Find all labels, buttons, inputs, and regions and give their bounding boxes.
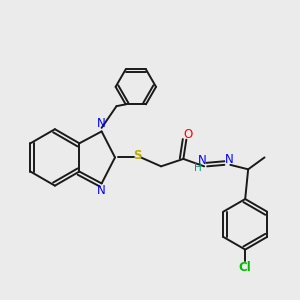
Text: N: N (97, 118, 106, 130)
Text: Cl: Cl (239, 261, 252, 274)
Text: N: N (97, 184, 106, 197)
Text: H: H (194, 163, 202, 173)
Text: N: N (224, 153, 233, 166)
Text: O: O (183, 128, 193, 141)
Text: N: N (198, 154, 207, 167)
Text: S: S (133, 149, 142, 162)
